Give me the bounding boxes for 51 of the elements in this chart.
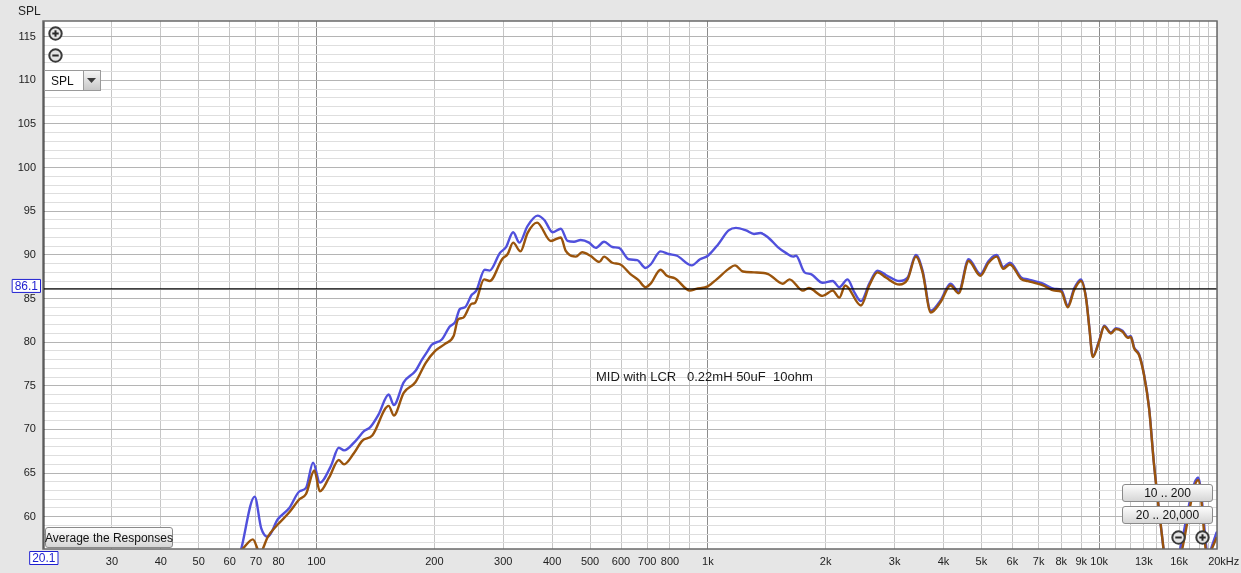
x-tick-label: 800	[660, 554, 680, 567]
annotation: 20 .. 20,000	[1135, 508, 1200, 522]
x-tick-label: 9k	[1075, 554, 1088, 567]
y-tick-label: 60	[23, 509, 36, 522]
annotation: SPL	[51, 74, 74, 88]
x-tick-label: 60	[223, 554, 236, 567]
button: 10 .. 200	[1122, 484, 1213, 502]
y-tick-label: 110	[18, 73, 36, 86]
x-tick-label: 16k	[1170, 554, 1189, 567]
x-tick-label: 2k	[819, 554, 832, 567]
y-axis-title: SPL	[18, 4, 42, 19]
x-tick-label: 70	[249, 554, 263, 567]
x-tick-label: 8k	[1055, 554, 1068, 567]
x-tick-label: 300	[494, 554, 513, 567]
x-tick-label: 10k	[1090, 554, 1109, 567]
annotation: 10 .. 200	[1144, 486, 1191, 500]
x-tick-label: 400	[542, 554, 562, 567]
x-tick-label: 1k	[702, 554, 715, 567]
annotation: MID with LCR 0.22mH 50uF 10ohm	[596, 368, 813, 384]
x-tick-label: 500	[580, 554, 600, 567]
x-tick-label: 4k	[937, 554, 950, 567]
x-tick-label: 13k	[1134, 554, 1154, 567]
x-tick-label: 30	[105, 554, 119, 567]
y-tick-label: 70	[23, 422, 36, 435]
y-tick-label: 105	[17, 117, 36, 130]
ref-line-label: 20.1	[32, 550, 56, 565]
x-tick-label: 600	[611, 554, 631, 567]
x-tick-label: 5k	[975, 554, 988, 567]
x-tick-label: 700	[638, 554, 657, 567]
x-tick-label: 80	[272, 554, 285, 567]
x-tick-label: 3k	[888, 554, 901, 567]
x-tick-label: 50	[192, 554, 205, 567]
ref-line-label: 86.1	[14, 278, 39, 293]
button: Average the Responses	[45, 527, 173, 548]
x-tick-label: 100	[307, 554, 326, 567]
y-tick-label: 75	[23, 378, 36, 391]
y-tick-label: 100	[17, 160, 36, 173]
x-tick-label: 40	[154, 554, 167, 567]
y-tick-label: 95	[23, 204, 36, 217]
y-tick-label: 80	[23, 335, 36, 348]
y-tick-label: 115	[18, 29, 36, 42]
y-tick-label: 90	[23, 247, 36, 260]
button: 20 .. 20,000	[1122, 506, 1213, 524]
dropdown-field: SPL	[44, 70, 101, 91]
x-tick-label: 6k	[1006, 554, 1019, 567]
x-axis-title: Hz	[1225, 554, 1240, 567]
x-tick-label: 200	[425, 554, 444, 567]
x-tick-label: 20k	[1208, 554, 1227, 567]
y-tick-label: 85	[23, 291, 36, 304]
x-tick-label: 7k	[1032, 554, 1045, 567]
y-tick-label: 65	[23, 466, 36, 479]
